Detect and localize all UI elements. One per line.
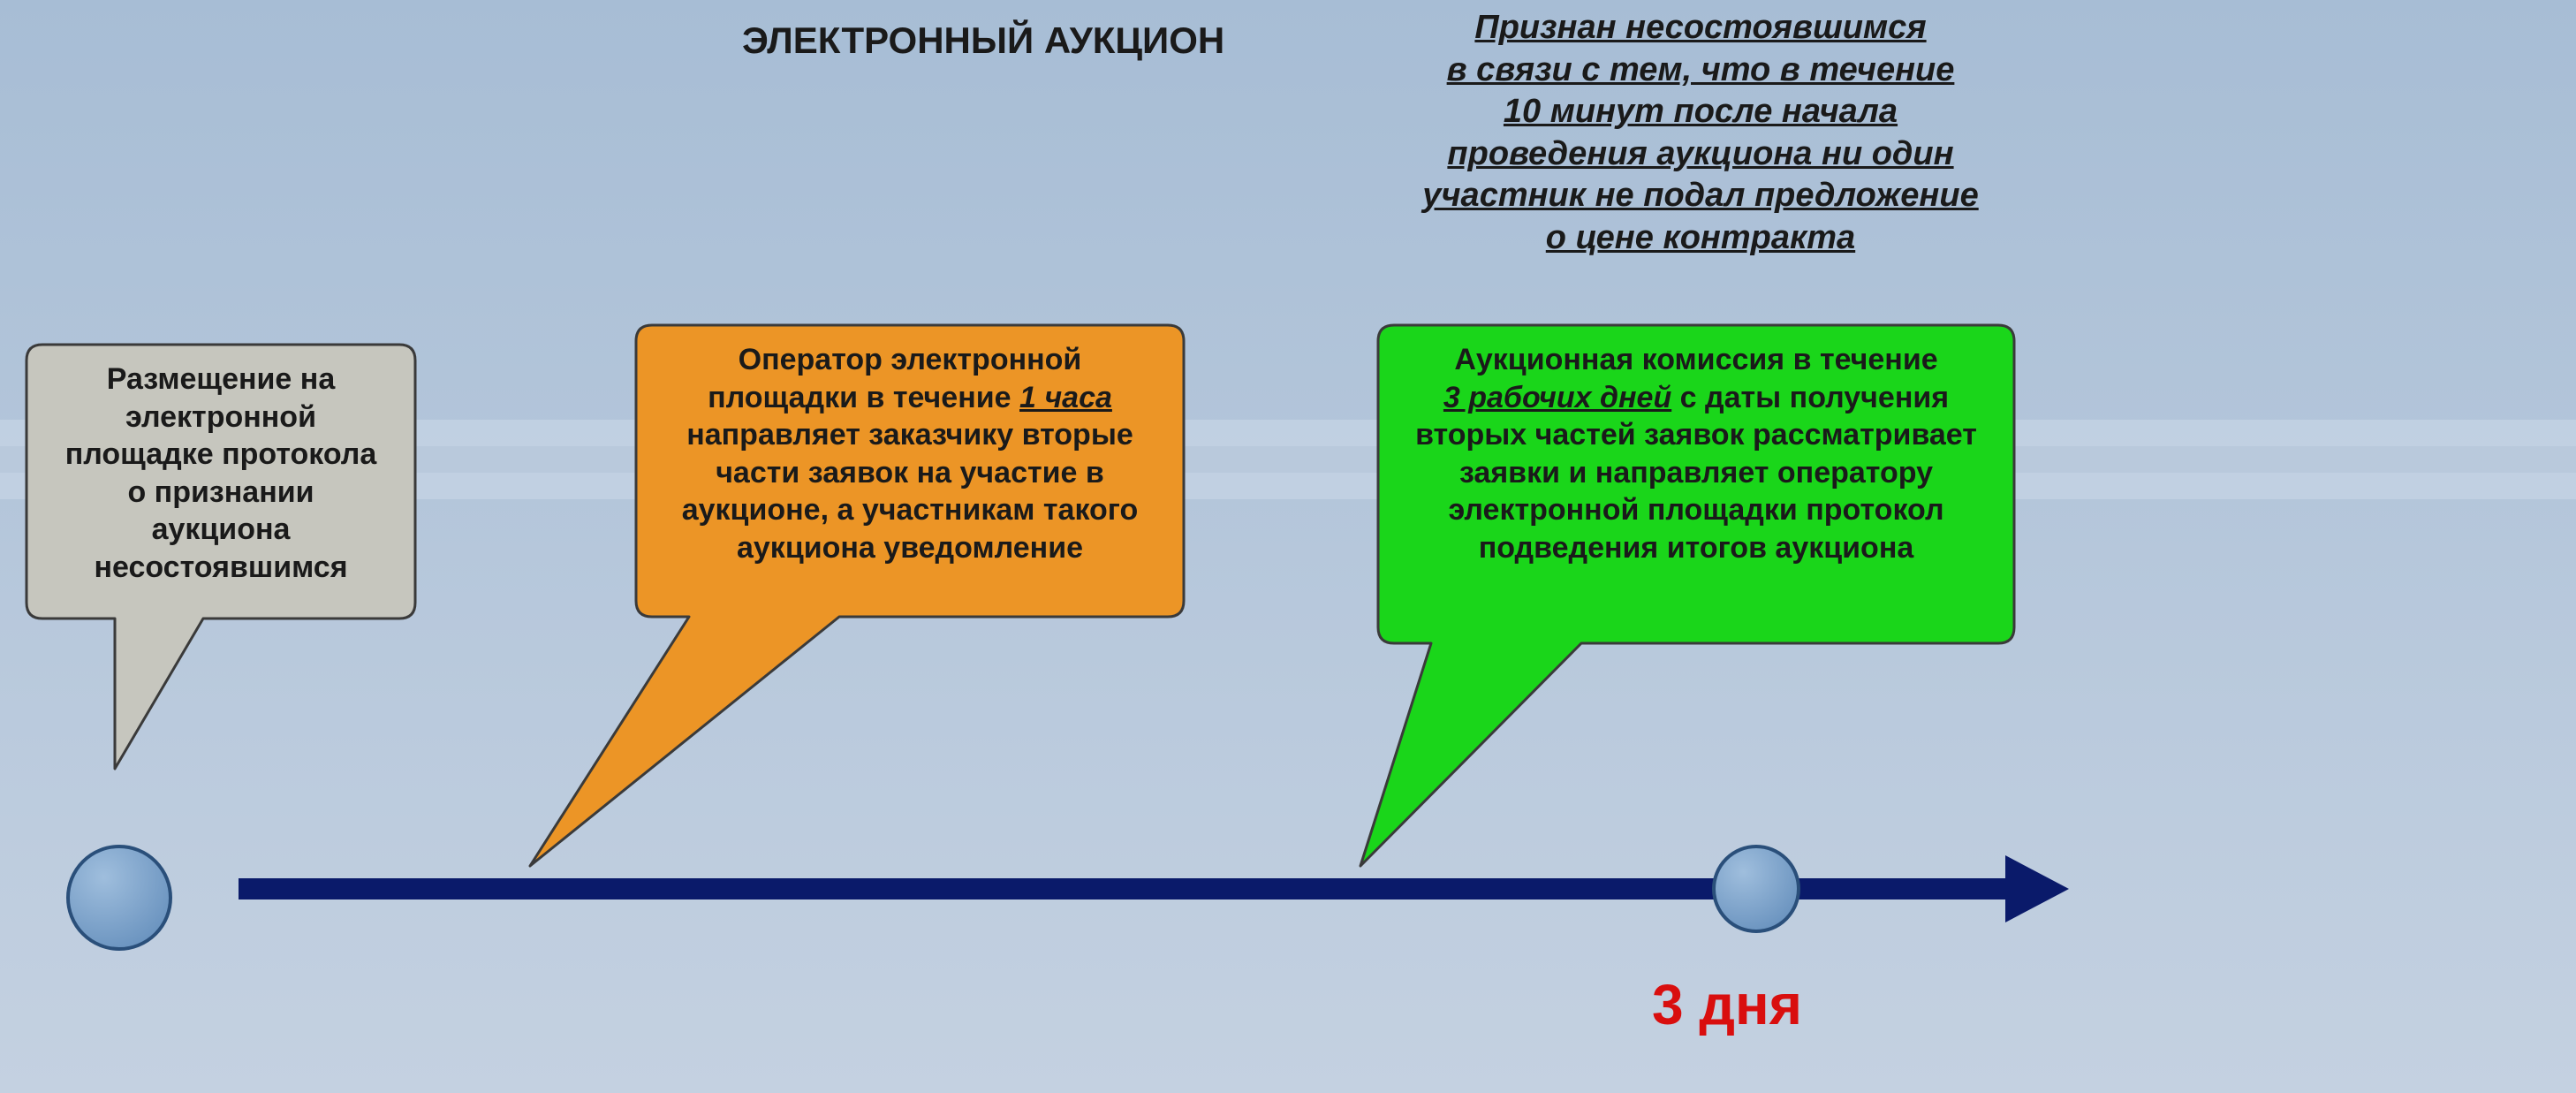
timeline-node xyxy=(1714,846,1799,931)
box1-text: Размещение наэлектроннойплощадке протоко… xyxy=(37,361,405,586)
diagram-stage: ЭЛЕКТРОННЫЙ АУКЦИОН Признан несостоявшим… xyxy=(0,0,2576,1093)
box3-text: Аукционная комиссия в течение3 рабочих д… xyxy=(1389,341,2004,566)
timeline-node xyxy=(68,846,170,949)
box2-text: Оператор электроннойплощадки в течение 1… xyxy=(647,341,1173,566)
duration-label: 3 дня xyxy=(1652,972,1802,1037)
